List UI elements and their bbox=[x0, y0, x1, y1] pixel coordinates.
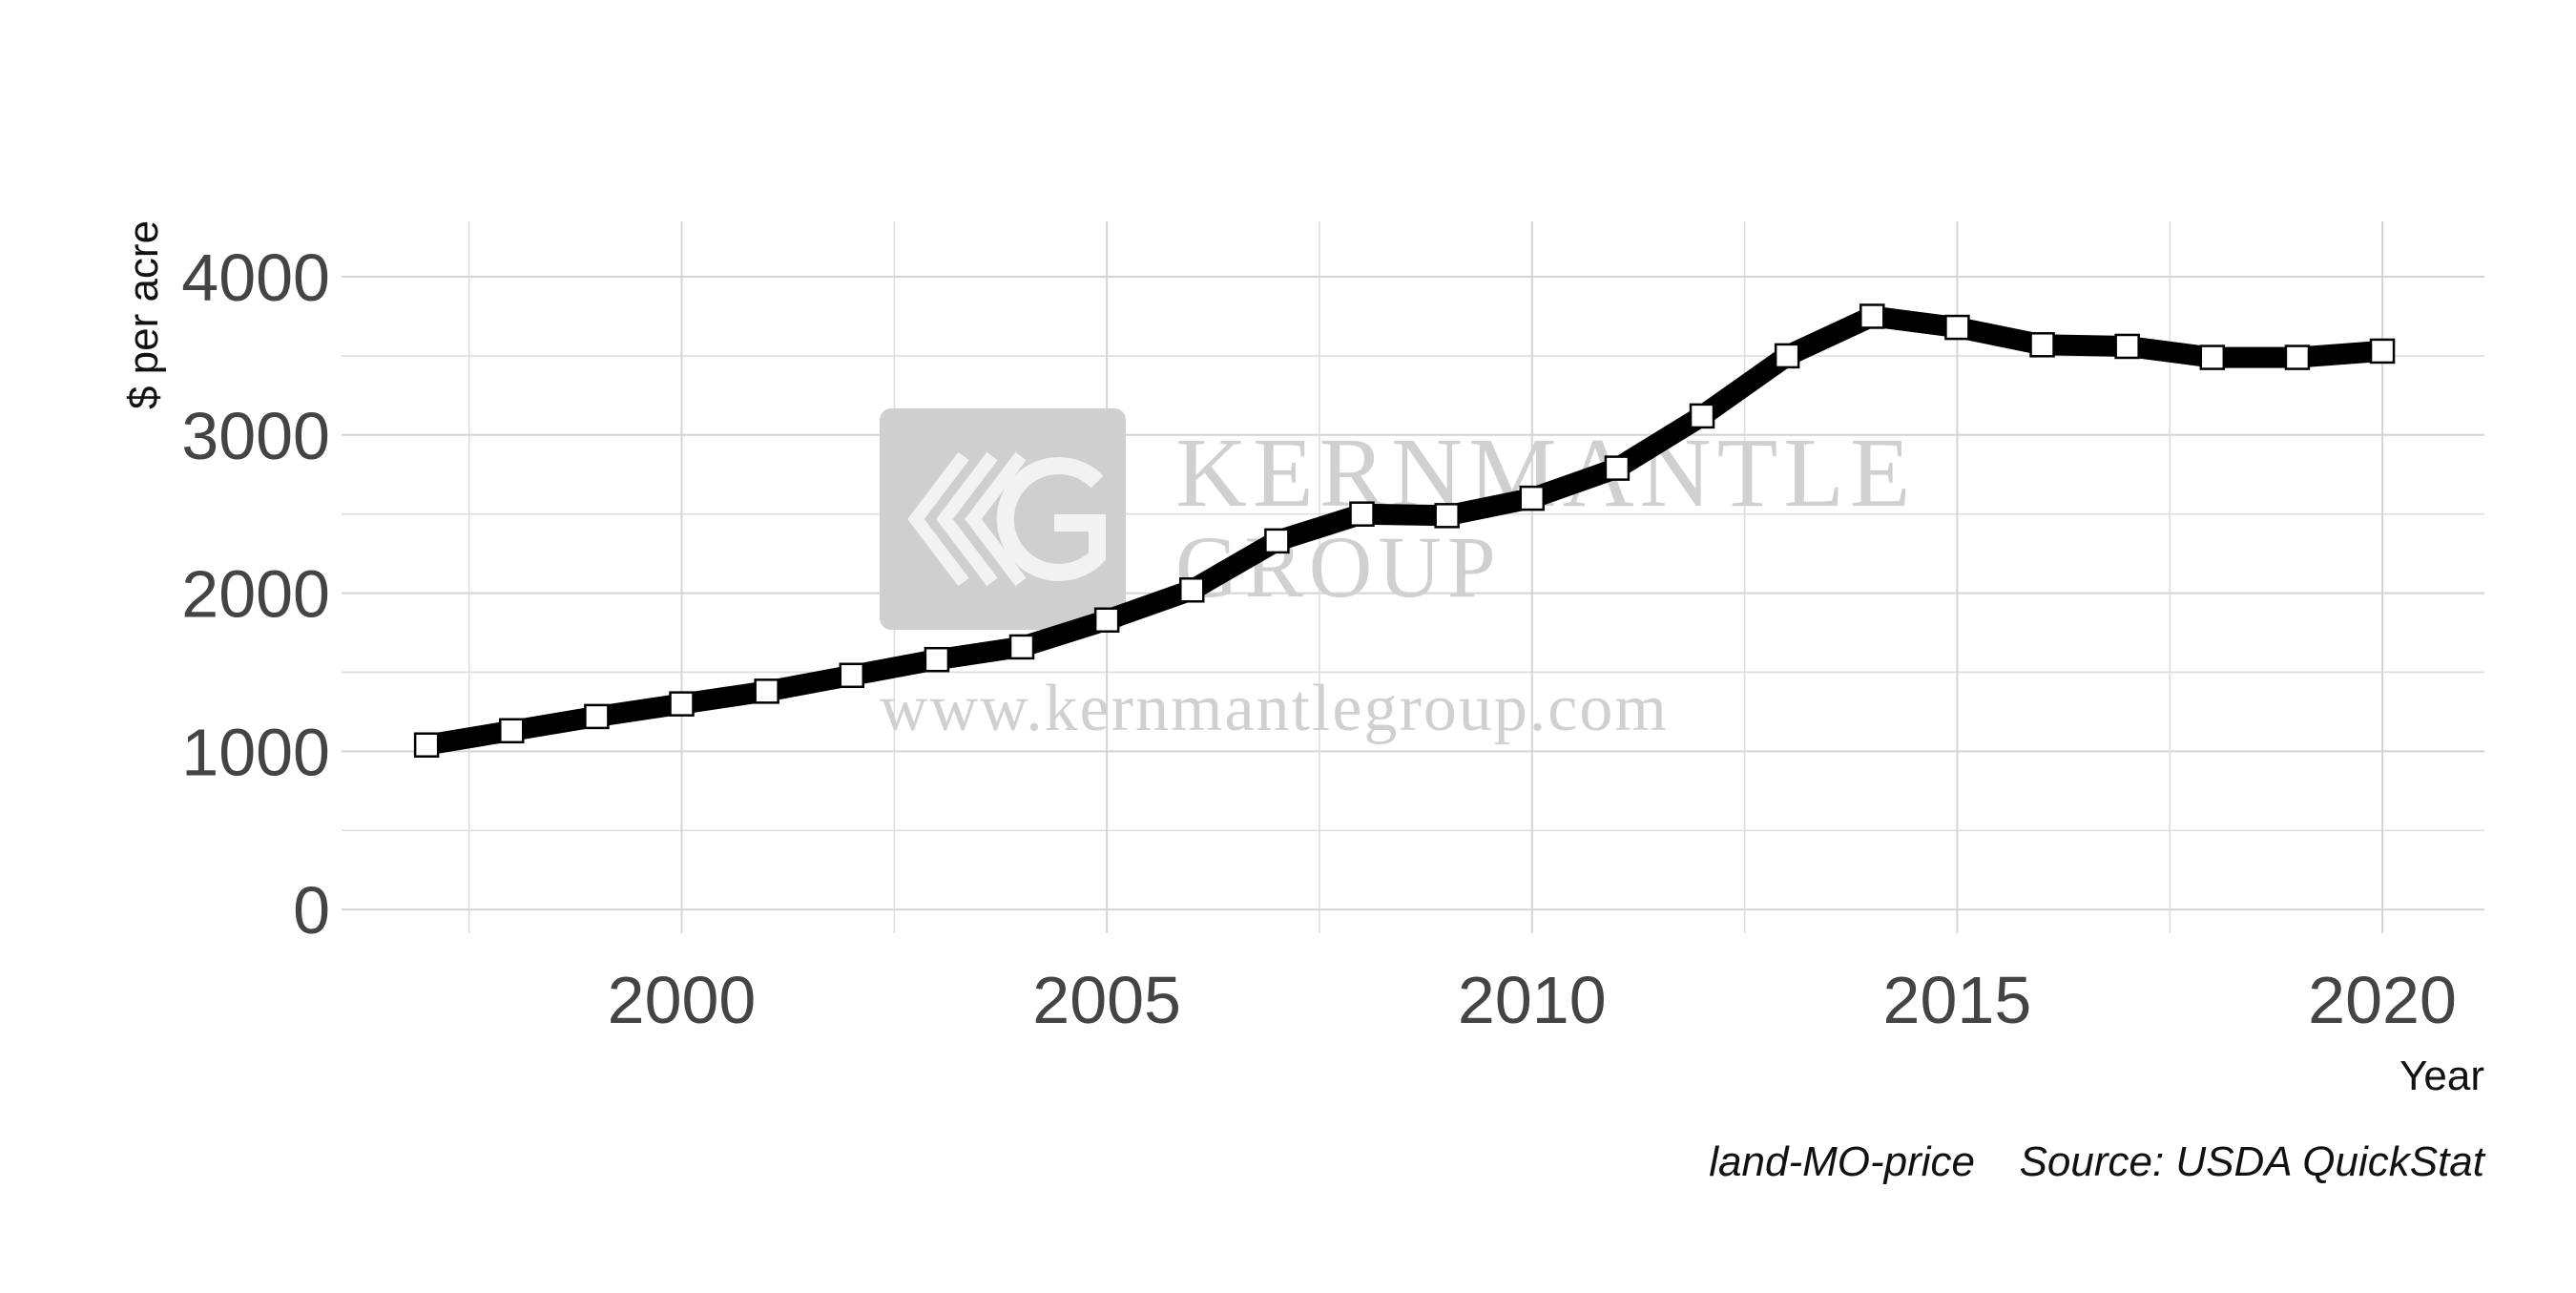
data-layer bbox=[413, 303, 2396, 758]
y-tick-label: 2000 bbox=[181, 557, 330, 632]
data-point bbox=[1264, 528, 1290, 554]
x-tick-label: 2005 bbox=[1032, 963, 1181, 1037]
data-point bbox=[1859, 303, 1885, 329]
x-tick-label: 2020 bbox=[2308, 963, 2457, 1037]
data-point bbox=[924, 646, 950, 673]
x-tick-label: 2015 bbox=[1883, 963, 2032, 1037]
data-point bbox=[1944, 314, 1970, 341]
x-axis-title: Year bbox=[2399, 1053, 2484, 1099]
source-caption: Source: USDA QuickStat bbox=[2020, 1138, 2486, 1185]
data-point bbox=[1689, 403, 1715, 429]
chart-code-caption: land-MO-price bbox=[1709, 1138, 1975, 1185]
tick-labels: 0 1000 2000 3000 4000 2000 2005 2010 2015 2020 bbox=[181, 240, 2457, 1037]
data-point bbox=[754, 678, 779, 704]
data-point bbox=[584, 703, 610, 730]
data-point bbox=[413, 732, 440, 758]
data-point bbox=[1774, 343, 1800, 369]
data-point bbox=[669, 691, 695, 717]
y-tick-label: 4000 bbox=[181, 240, 330, 315]
data-point bbox=[499, 718, 525, 744]
y-tick-label: 0 bbox=[293, 873, 330, 948]
data-point bbox=[1604, 455, 1631, 481]
watermark-url: www.kernmantlegroup.com bbox=[880, 672, 1669, 745]
series-line bbox=[416, 305, 2393, 756]
y-tick-label: 3000 bbox=[181, 399, 330, 473]
data-point bbox=[2284, 344, 2311, 370]
data-point bbox=[1093, 607, 1120, 634]
watermark: KERNMANTLE GROUP www.kernmantlegroup.com bbox=[880, 408, 1916, 745]
x-tick-label: 2010 bbox=[1458, 963, 1607, 1037]
y-tick-label: 1000 bbox=[181, 715, 330, 789]
x-tick-label: 2000 bbox=[608, 963, 757, 1037]
data-point bbox=[2114, 333, 2140, 360]
data-point bbox=[2369, 338, 2396, 365]
data-point bbox=[1519, 485, 1546, 511]
watermark-line1: KERNMANTLE bbox=[1175, 418, 1916, 528]
data-point bbox=[839, 662, 865, 689]
data-point bbox=[2029, 332, 2055, 358]
y-axis-title: $ per acre bbox=[120, 220, 167, 409]
data-point bbox=[1179, 577, 1205, 603]
data-point bbox=[2199, 344, 2226, 370]
data-point bbox=[1008, 634, 1035, 660]
data-point bbox=[1349, 501, 1375, 527]
data-point bbox=[1434, 503, 1460, 529]
watermark-logo bbox=[880, 408, 1126, 630]
